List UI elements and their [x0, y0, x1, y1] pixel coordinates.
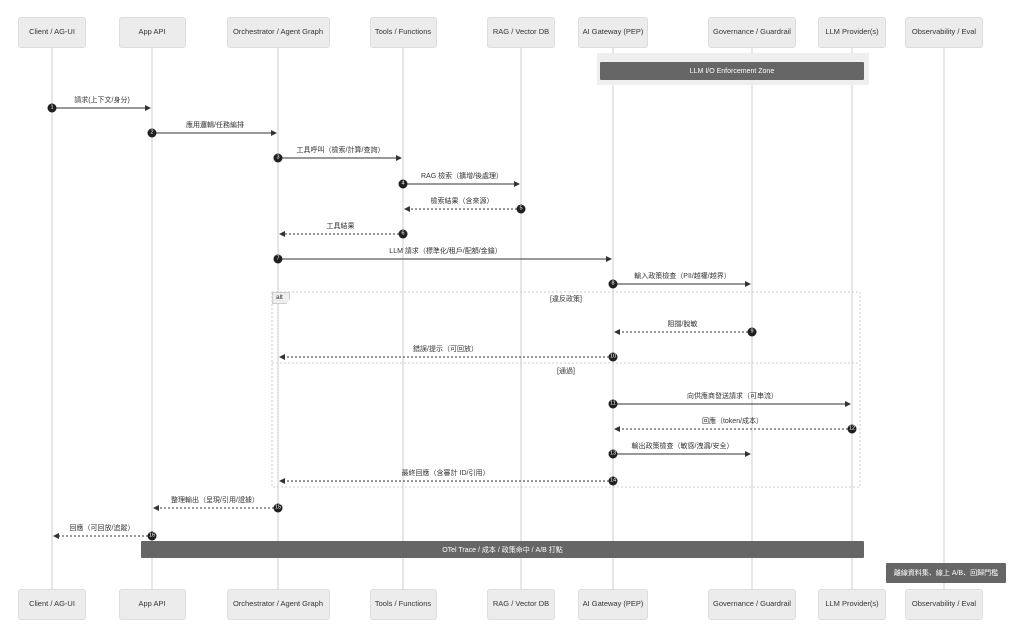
note-llm-io-zone: LLM I/O Enforcement Zone	[600, 62, 864, 80]
message-arrowhead-16	[53, 533, 59, 539]
participant-bottom-orchestrator-agent-graph: Orchestrator / Agent Graph	[226, 589, 330, 620]
participant-bottom-observability-eval: Observability / Eval	[905, 589, 983, 620]
message-label-7: LLM 請求（標準化/租戶/配額/金鑰）	[389, 248, 502, 255]
message-label-12: 回應（token/成本）	[701, 418, 764, 425]
message-arrowhead-1	[145, 105, 151, 111]
message-number-7: 7	[273, 254, 283, 264]
message-number-12: 12	[847, 424, 857, 434]
participant-bottom-rag-vector-db: RAG / Vector DB	[487, 589, 555, 620]
message-label-1: 請求(上下文/身分)	[74, 97, 130, 104]
message-label-10: 錯誤/提示（可回放）	[413, 346, 478, 353]
message-label-14: 最終回應（含審計 ID/引用）	[401, 470, 490, 477]
participant-top-rag-vector-db: RAG / Vector DB	[487, 17, 555, 48]
message-number-10: 10	[608, 352, 618, 362]
message-number-1: 1	[47, 103, 57, 113]
message-number-15: 15	[273, 503, 283, 513]
message-arrowhead-13	[745, 451, 751, 457]
alt-frame	[271, 291, 861, 488]
message-number-3: 3	[273, 153, 283, 163]
message-number-14: 14	[608, 476, 618, 486]
participant-bottom-app-api: App API	[118, 589, 186, 620]
message-number-6: 6	[398, 229, 408, 239]
participant-top-llm-provider-s: LLM Provider(s)	[818, 17, 886, 48]
participant-bottom-governance-guardrail: Governance / Guardrail	[708, 589, 796, 620]
participant-bottom-tools-functions: Tools / Functions	[369, 589, 437, 620]
participant-top-app-api: App API	[118, 17, 186, 48]
participant-bottom-ai-gateway-pep: AI Gateway (PEP)	[578, 589, 648, 620]
participant-top-governance-guardrail: Governance / Guardrail	[708, 17, 796, 48]
note-eval: 離線資料集、線上 A/B、回歸門檻	[886, 563, 1006, 583]
message-label-16: 回應（可回放/追蹤）	[69, 525, 135, 532]
message-label-13: 輸出政策檢查（敏感/洩漏/安全）	[631, 443, 734, 450]
alt-branch-label-2: [通過]	[557, 368, 575, 375]
message-number-8: 8	[608, 279, 618, 289]
message-label-3: 工具呼叫（檢索/計算/查詢）	[296, 147, 385, 154]
message-arrowhead-10	[279, 354, 285, 360]
participant-top-client-ag-ui: Client / AG-UI	[18, 17, 86, 48]
message-arrowhead-9	[614, 329, 620, 335]
message-arrowhead-6	[279, 231, 285, 237]
message-number-13: 13	[608, 449, 618, 459]
participant-top-orchestrator-agent-graph: Orchestrator / Agent Graph	[226, 17, 330, 48]
message-arrowhead-5	[404, 206, 410, 212]
note-otel: OTel Trace / 成本 / 政策命中 / A/B 打點	[141, 541, 864, 558]
message-arrowhead-14	[279, 478, 285, 484]
message-label-5: 檢索結果（含來源）	[430, 198, 494, 205]
message-arrowhead-12	[614, 426, 620, 432]
message-arrowhead-3	[396, 155, 402, 161]
participant-top-ai-gateway-pep: AI Gateway (PEP)	[578, 17, 648, 48]
message-label-2: 應用邏輯/任務編排	[186, 122, 244, 129]
message-number-5: 5	[516, 204, 526, 214]
message-arrowhead-8	[745, 281, 751, 287]
message-number-9: 9	[747, 327, 757, 337]
message-number-2: 2	[147, 128, 157, 138]
participant-top-tools-functions: Tools / Functions	[369, 17, 437, 48]
message-label-6: 工具結果	[326, 223, 355, 230]
participant-bottom-client-ag-ui: Client / AG-UI	[18, 589, 86, 620]
alt-frame-label: alt	[272, 292, 290, 305]
message-number-16: 16	[147, 531, 157, 541]
message-number-11: 11	[608, 399, 618, 409]
message-label-9: 阻擋/脫敏	[667, 321, 698, 328]
alt-branch-label-1: [違反政策]	[550, 296, 582, 303]
message-label-15: 整理輸出（呈現/引用/證據）	[171, 497, 259, 504]
message-arrowhead-4	[514, 181, 520, 187]
message-label-8: 輸入政策檢查（PII/越權/越界）	[634, 273, 731, 280]
message-arrowhead-15	[153, 505, 159, 511]
message-arrowhead-11	[845, 401, 851, 407]
message-label-4: RAG 檢索（擴增/後處理）	[420, 173, 504, 180]
message-number-4: 4	[398, 179, 408, 189]
participant-top-observability-eval: Observability / Eval	[905, 17, 983, 48]
message-arrowhead-7	[606, 256, 612, 262]
participant-bottom-llm-provider-s: LLM Provider(s)	[818, 589, 886, 620]
message-arrowhead-2	[271, 130, 277, 136]
message-label-11: 向供應商發送請求（可串流）	[687, 393, 778, 400]
